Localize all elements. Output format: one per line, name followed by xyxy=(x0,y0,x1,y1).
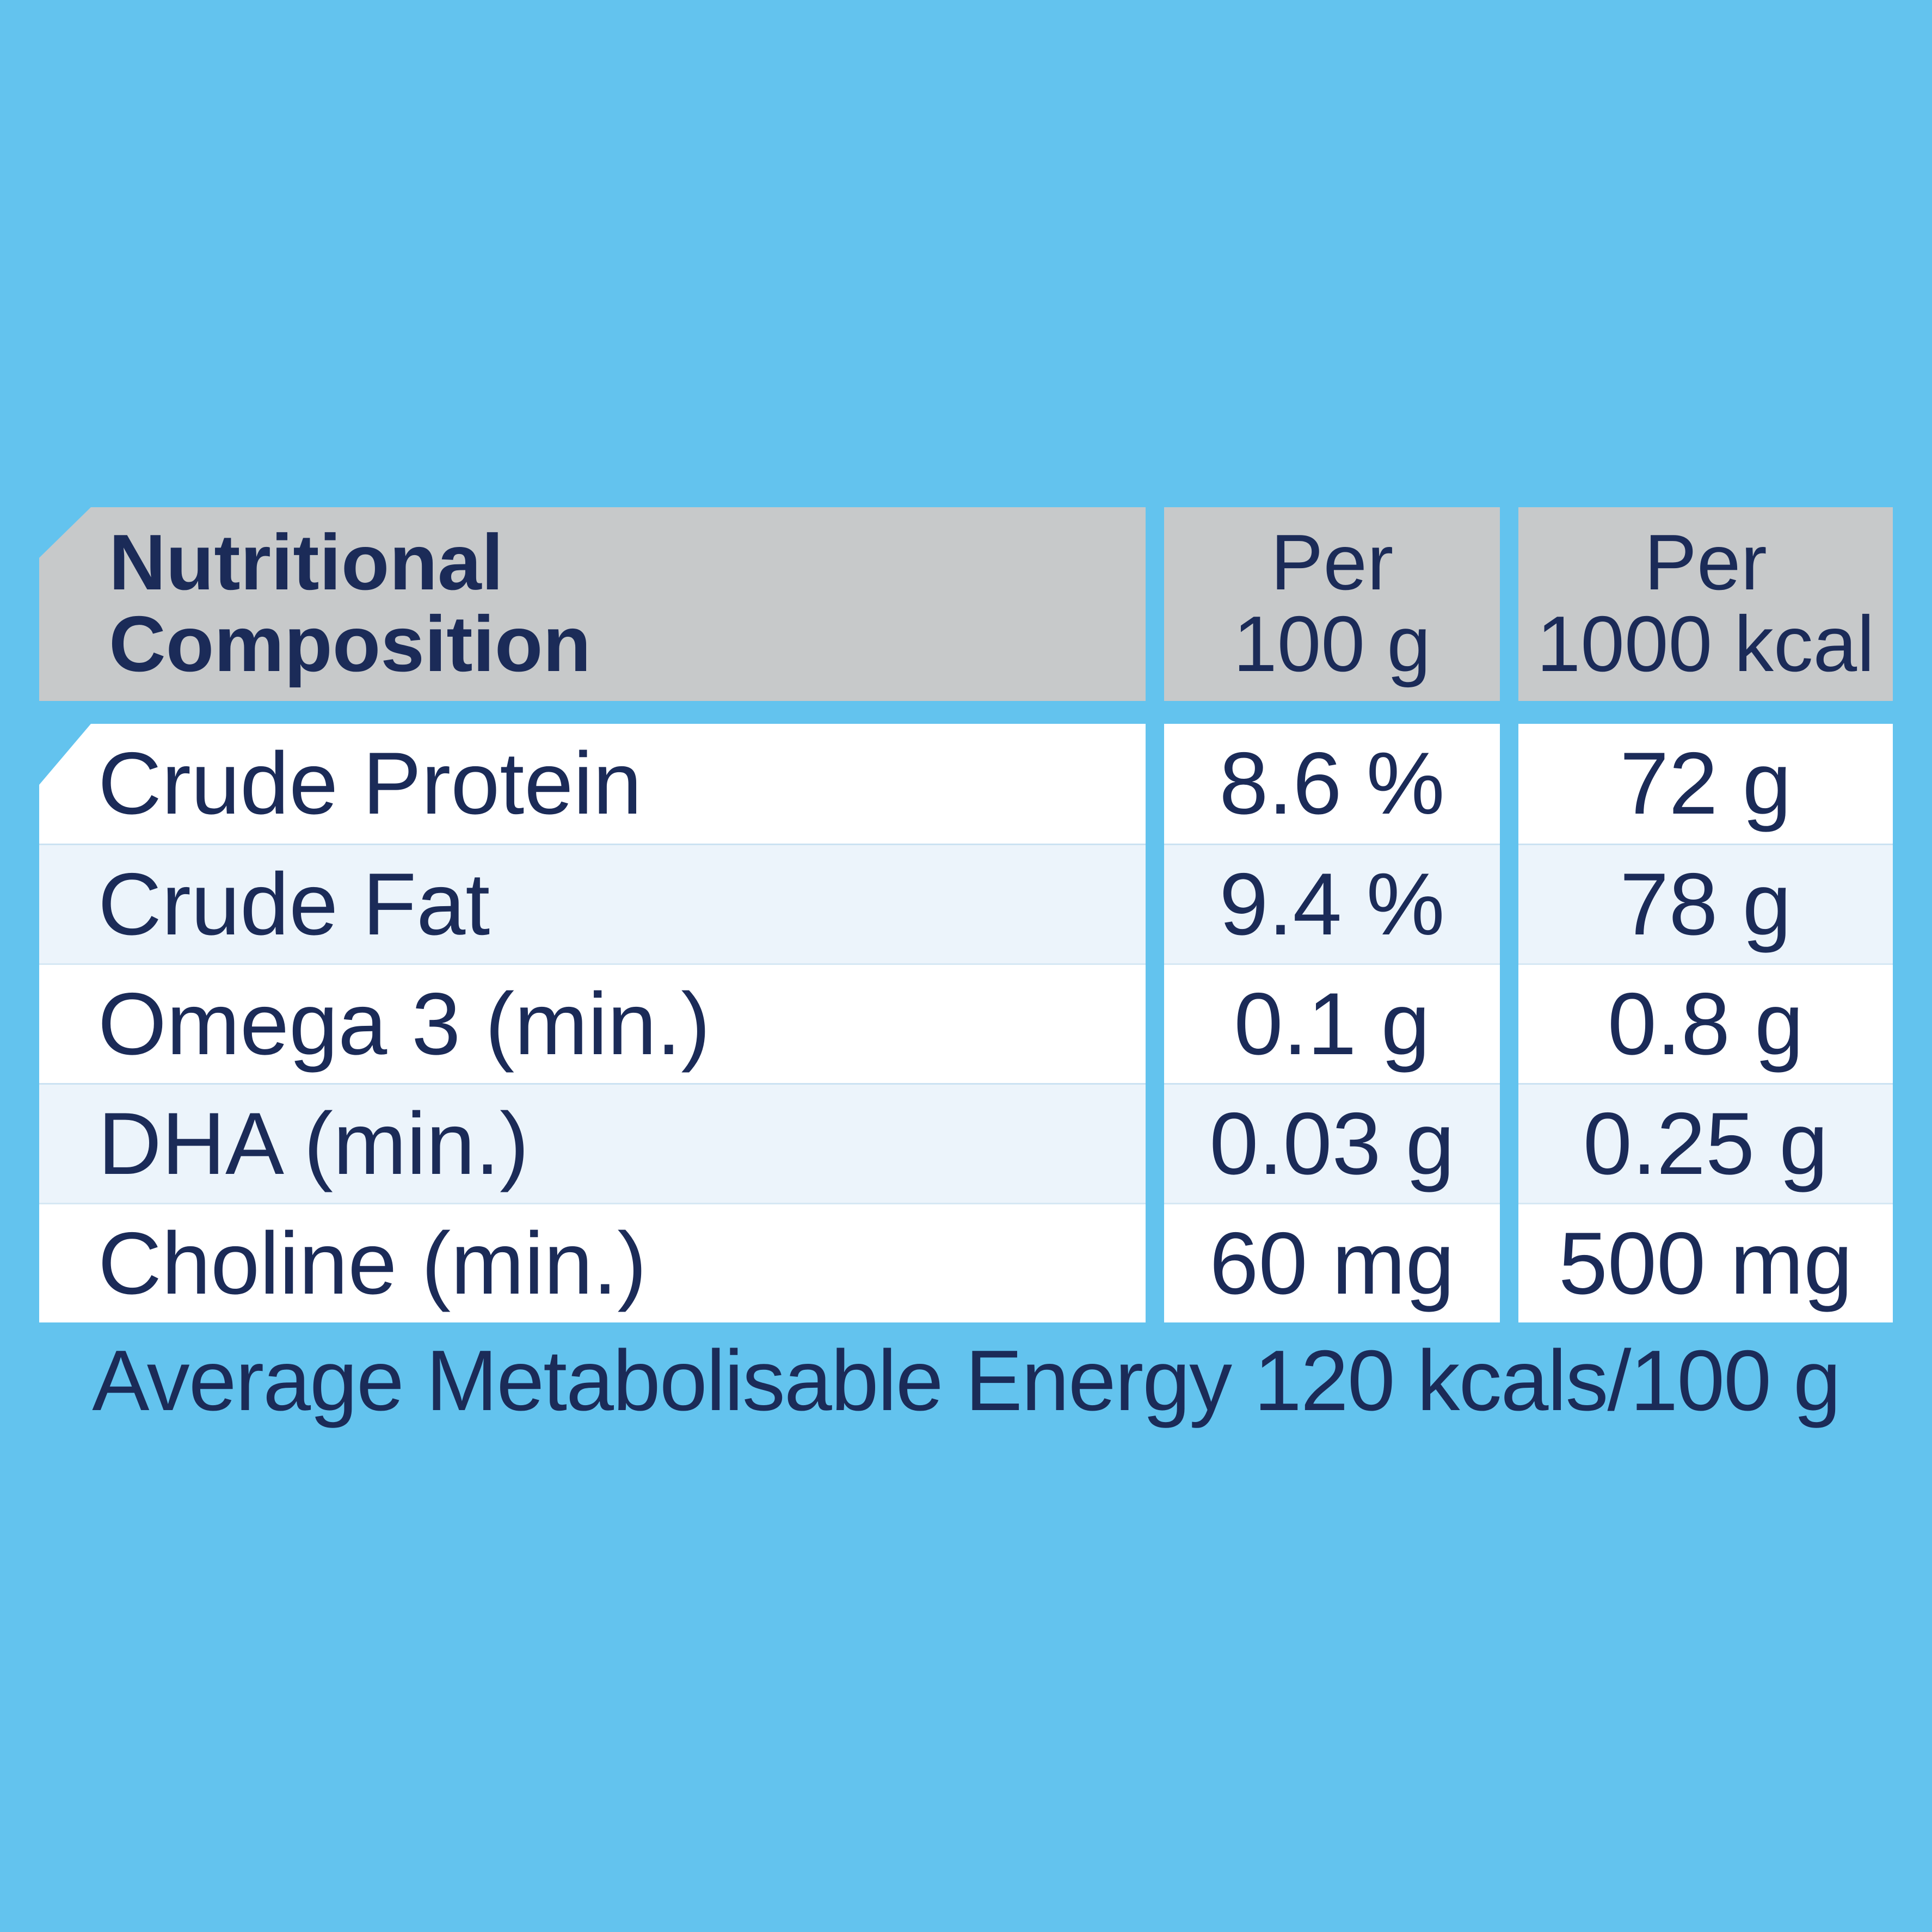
value-per-1000kcal: 0.25 g xyxy=(1518,1083,1893,1203)
table-row-crude-fat: Crude Fat 9.4 % 78 g xyxy=(39,844,1893,963)
per-1000kcal-line1: Per xyxy=(1644,518,1767,606)
value-per-1000kcal: 500 mg xyxy=(1518,1203,1893,1322)
table-row-dha: DHA (min.) 0.03 g 0.25 g xyxy=(39,1083,1893,1203)
value-per-100g: 60 mg xyxy=(1164,1203,1500,1322)
header-cell-per-1000kcal: Per 1000 kcal xyxy=(1518,507,1893,701)
table-row-choline: Choline (min.) 60 mg 500 mg xyxy=(39,1203,1893,1322)
row-label: Omega 3 (min.) xyxy=(39,963,1146,1083)
per-100g-line1: Per xyxy=(1270,518,1394,606)
nutrition-table: Nutritional Composition Per 100 g Per 10… xyxy=(39,507,1893,1322)
row-label: DHA (min.) xyxy=(39,1083,1146,1203)
value-per-100g: 0.03 g xyxy=(1164,1083,1500,1203)
row-label: Choline (min.) xyxy=(39,1203,1146,1322)
per-100g-line2: 100 g xyxy=(1233,600,1431,688)
table-header-row: Nutritional Composition Per 100 g Per 10… xyxy=(39,507,1893,701)
value-per-100g: 0.1 g xyxy=(1164,963,1500,1083)
value-per-1000kcal: 78 g xyxy=(1518,844,1893,963)
table-row-omega-3: Omega 3 (min.) 0.1 g 0.8 g xyxy=(39,963,1893,1083)
header-cell-per-100g: Per 100 g xyxy=(1164,507,1500,701)
header-title-line2: Composition xyxy=(109,600,592,688)
value-per-100g: 9.4 % xyxy=(1164,844,1500,963)
header-title-line1: Nutritional xyxy=(109,518,503,606)
per-1000kcal-line2: 1000 kcal xyxy=(1536,600,1875,688)
value-per-1000kcal: 0.8 g xyxy=(1518,963,1893,1083)
header-cell-composition: Nutritional Composition xyxy=(39,507,1146,701)
table-row-crude-protein: Crude Protein 8.6 % 72 g xyxy=(39,724,1893,844)
value-per-1000kcal: 72 g xyxy=(1518,724,1893,844)
header-body-gap xyxy=(39,701,1893,724)
row-label: Crude Fat xyxy=(39,844,1146,963)
value-per-100g: 8.6 % xyxy=(1164,724,1500,844)
metabolisable-energy-note: Average Metabolisable Energy 120 kcals/1… xyxy=(92,1333,1841,1429)
row-label: Crude Protein xyxy=(39,724,1146,844)
